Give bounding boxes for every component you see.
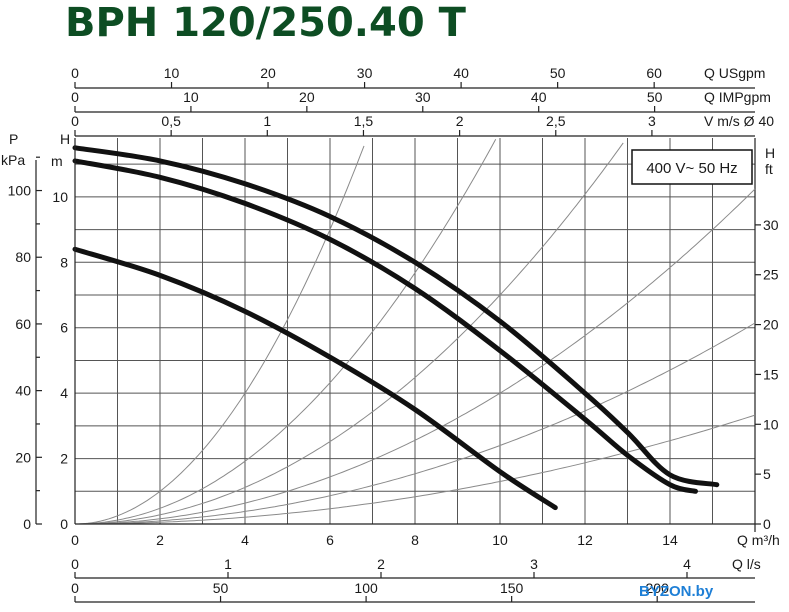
h-tick-label: 2 [60, 451, 68, 467]
p-axis-label: P [9, 131, 18, 147]
pump-curve-2 [72, 158, 698, 494]
top-axis-tick-label: 10 [164, 65, 180, 81]
system-curves [74, 139, 756, 525]
right-axis: 0 5 10 15 20 25 30 Hft [755, 145, 779, 532]
q-axis-label: Q m³/h [737, 532, 780, 548]
top-axis-tick-label: 0 [71, 89, 79, 105]
top-axis-label: Q USgpm [704, 65, 765, 81]
pump-curve-1 [72, 145, 720, 488]
system-curve [75, 188, 756, 525]
bottom-axis-tick-label: 200 [646, 580, 670, 596]
top-axis-tick-label: 30 [415, 89, 431, 105]
bottom-axis-tick-label: 3 [530, 556, 538, 572]
h-tick-label: 0 [60, 516, 68, 532]
top-axis-tick-label: 50 [550, 65, 566, 81]
q-tick-label: 0 [71, 532, 79, 548]
voltage-annotation: 400 V~ 50 Hz [631, 149, 753, 185]
ft-tick-label: 15 [763, 366, 779, 382]
top-axis-tick-label: 1,5 [354, 113, 374, 129]
chart-title: BPH 120/250.40 T [65, 0, 467, 46]
top-axis-label: Q IMPgpm [704, 89, 771, 105]
bottom-axis-tick-label: 0 [71, 580, 79, 596]
h-axis-unit: m [51, 153, 63, 169]
system-curve [75, 322, 756, 525]
annotation-text: 400 V~ 50 Hz [646, 160, 737, 177]
q-tick-label: 4 [241, 532, 249, 548]
p-tick-label: 40 [15, 383, 31, 399]
top-axis-tick-label: 1 [263, 113, 271, 129]
top-axis-tick-label: 60 [646, 65, 662, 81]
q-tick-label: 2 [156, 532, 164, 548]
bottom-axis-tick-label: 150 [500, 580, 524, 596]
top-axis-tick-label: 30 [357, 65, 373, 81]
p-tick-label: 60 [15, 316, 31, 332]
pump-curve-3 [72, 246, 558, 511]
q-tick-label: 8 [411, 532, 419, 548]
p-axis-unit: kPa [1, 152, 25, 168]
bottom-axis-tick-label: 100 [354, 580, 378, 596]
top-axis-tick-label: 2,5 [546, 113, 566, 129]
top-axis-tick-label: 20 [260, 65, 276, 81]
ft-tick-label: 25 [763, 267, 779, 283]
bottom-axis-tick-label: 0 [71, 556, 79, 572]
bottom-axis-tick-label: 50 [213, 580, 229, 596]
top-axis-label: V m/s Ø 40 [704, 113, 774, 129]
top-axis-tick-label: 10 [183, 89, 199, 105]
h-axis-label: H [60, 131, 70, 147]
bottom-axis-label: Q l/s [732, 556, 761, 572]
ft-axis-unit: ft [765, 161, 773, 177]
bottom-axis-tick-label: 2 [377, 556, 385, 572]
annotation-box [631, 149, 753, 185]
q-tick-label: 10 [492, 532, 508, 548]
bottom-axis-tick-label: 4 [683, 556, 691, 572]
ft-tick-label: 5 [763, 466, 771, 482]
q-tick-label: 12 [577, 532, 593, 548]
top-axis-tick-label: 2 [456, 113, 464, 129]
top-axis-tick-label: 50 [647, 89, 663, 105]
ft-tick-label: 30 [763, 217, 779, 233]
q-tick-label: 14 [662, 532, 678, 548]
bottom-axis-tick-label: 1 [224, 556, 232, 572]
top-axis-tick-label: 3 [648, 113, 656, 129]
h-tick-label: 4 [60, 385, 68, 401]
ft-axis-label: H [765, 145, 775, 161]
q-tick-label: 6 [326, 532, 334, 548]
ft-tick-label: 20 [763, 317, 779, 333]
top-axis-tick-label: 0,5 [161, 113, 181, 129]
p-tick-label: 80 [15, 249, 31, 265]
ft-tick-label: 0 [763, 516, 771, 532]
watermark: BYZON.by [639, 583, 714, 600]
system-curve [75, 139, 497, 525]
h-tick-label: 6 [60, 320, 68, 336]
p-tick-label: 100 [8, 183, 32, 199]
system-curve [74, 145, 365, 525]
top-axis-tick-label: 0 [71, 65, 79, 81]
top-axis-tick-label: 20 [299, 89, 315, 105]
bottom-axes: 0 2 4 6 8 10 12 14 Q m³/h0 1 2 3 4 Q l/s0 50 100 150 200 [71, 523, 780, 603]
pump-curves [72, 145, 720, 511]
p-tick-label: 20 [15, 449, 31, 465]
h-tick-label: 8 [60, 254, 68, 270]
system-curve [75, 142, 624, 525]
h-tick-label: 10 [52, 189, 68, 205]
top-axis-tick-label: 40 [531, 89, 547, 105]
ft-tick-label: 10 [763, 416, 779, 432]
top-axis-tick-label: 0 [71, 113, 79, 129]
top-axis-tick-label: 40 [453, 65, 469, 81]
p-tick-label: 0 [23, 516, 31, 532]
